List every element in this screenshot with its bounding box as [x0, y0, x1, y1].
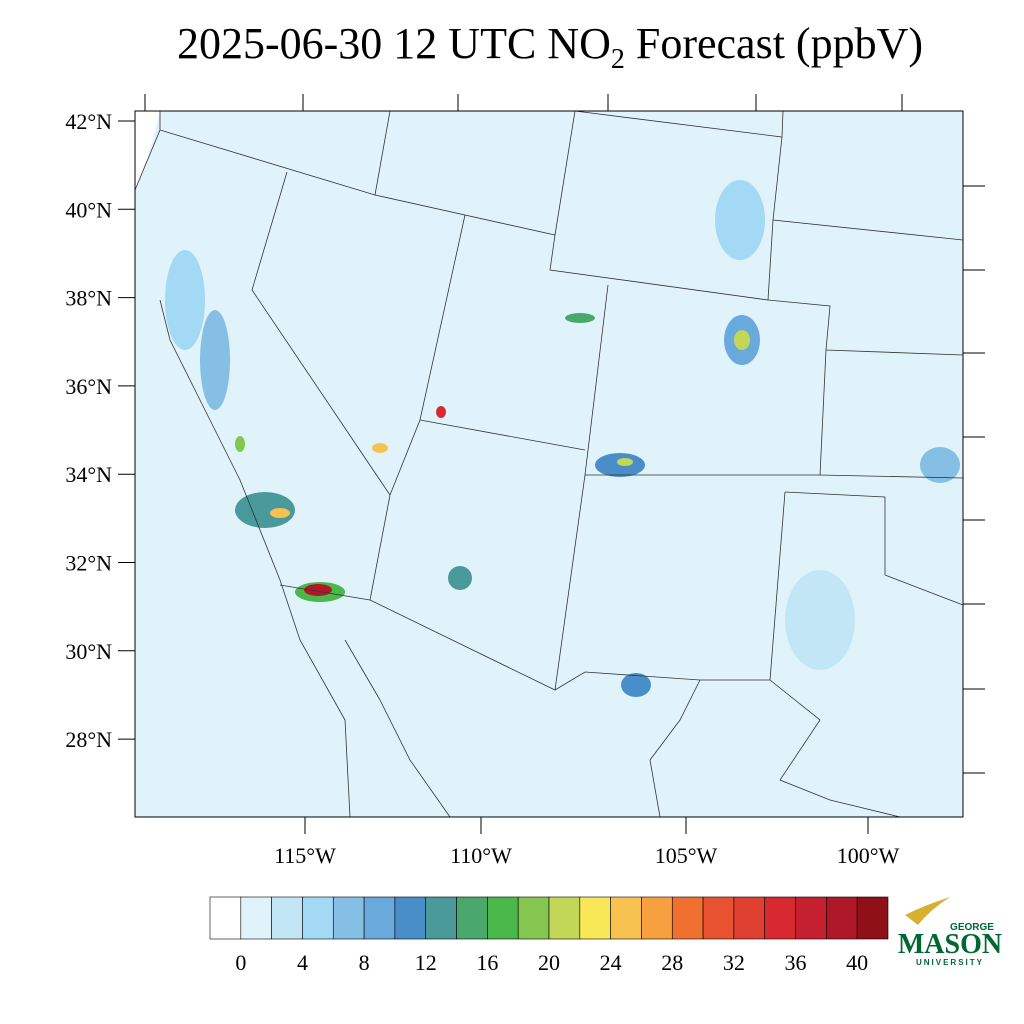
boundaries	[134, 110, 964, 818]
lat-label: 32°N	[65, 551, 112, 576]
ocean	[135, 111, 160, 190]
colorbar-label: 8	[359, 950, 370, 975]
map-frame	[134, 110, 964, 818]
lon-label: 110°W	[450, 843, 512, 868]
lat-label: 42°N	[65, 109, 112, 134]
colorbar-box	[856, 896, 889, 940]
colorbar-box	[579, 896, 611, 940]
colorbar-label: 12	[415, 950, 437, 975]
colorbar-box	[487, 896, 519, 940]
colorbar-label: 28	[661, 950, 683, 975]
colorbar-box	[209, 896, 242, 940]
pollution-areas	[165, 180, 960, 697]
lat-label: 40°N	[65, 197, 112, 222]
colorbar-label: 24	[600, 950, 622, 975]
lon-label: 105°W	[655, 843, 718, 868]
colorbar-box	[363, 896, 396, 940]
colorbar-box	[641, 896, 673, 940]
colorbar-label: 0	[235, 950, 246, 975]
axis-ticks: 42°N 40°N 38°N 36°N 34°N 32°N 30°N 28°N 115°W 110…	[65, 94, 985, 868]
colorbar-box	[795, 896, 827, 940]
lat-label: 34°N	[65, 462, 112, 487]
colorbar-box	[425, 896, 457, 940]
colorbar-label: 16	[476, 950, 498, 975]
colorbar-label: 20	[538, 950, 560, 975]
lat-label: 30°N	[65, 639, 112, 664]
title-text: Forecast (ppbV)	[625, 19, 923, 68]
colorbar-label: 36	[785, 950, 807, 975]
colorbar: 0 4 8 12 16 20 24 28 32 36 40	[209, 896, 889, 975]
title: 2025-06-30 12 UTC NO2 Forecast (ppbV)	[177, 19, 923, 75]
colorbar-box	[240, 896, 272, 940]
colorbar-box	[456, 896, 488, 940]
colorbar-box	[394, 896, 427, 940]
colorbar-box	[302, 896, 334, 940]
colorbar-box	[702, 896, 735, 940]
colorbar-label: 32	[723, 950, 745, 975]
colorbar-label: 40	[846, 950, 868, 975]
colorbar-box	[548, 896, 581, 940]
lon-label: 100°W	[837, 843, 900, 868]
lat-label: 36°N	[65, 374, 112, 399]
colorbar-box	[764, 896, 796, 940]
lat-label: 38°N	[65, 286, 112, 311]
colorbar-box	[671, 896, 704, 940]
colorbar-box	[610, 896, 642, 940]
lat-label: 28°N	[65, 727, 112, 752]
colorbar-box	[733, 896, 766, 940]
colorbar-box	[826, 896, 858, 940]
logo-main: MASON	[898, 929, 1002, 960]
colorbar-box	[332, 896, 365, 940]
title-text: 2025-06-30 12 UTC NO	[177, 19, 611, 68]
title-subscript: 2	[611, 44, 625, 75]
map-background	[135, 111, 963, 817]
logo: GEORGE MASON UNIVERSITY	[898, 897, 1002, 967]
colorbar-box	[517, 896, 550, 940]
lon-label: 115°W	[274, 843, 336, 868]
logo-top: GEORGE	[950, 922, 994, 933]
logo-bottom: UNIVERSITY	[916, 958, 984, 967]
logo-swoosh	[905, 897, 950, 925]
colorbar-box	[271, 896, 303, 940]
map: 42°N 40°N 38°N 36°N 34°N 32°N 30°N 28°N 115°W 110…	[65, 94, 985, 868]
colorbar-label: 4	[297, 950, 308, 975]
